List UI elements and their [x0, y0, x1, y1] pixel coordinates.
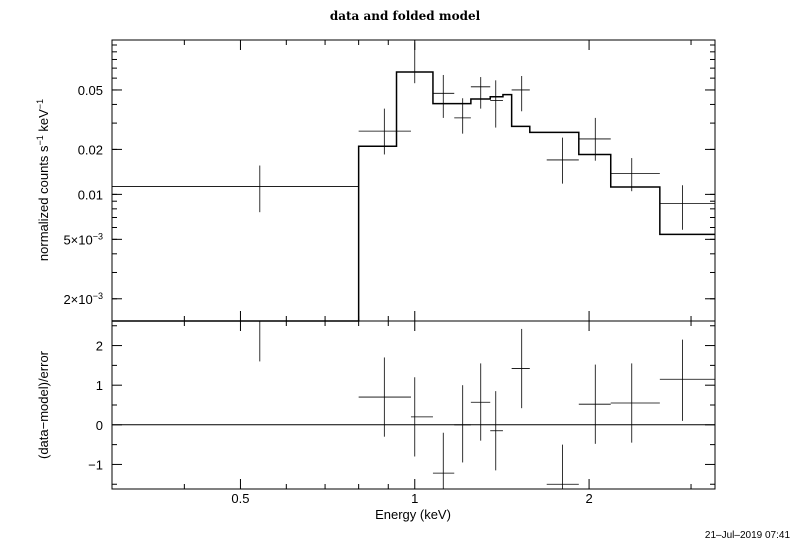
bottom-y-axis-label: (data−model)/error — [36, 350, 51, 459]
data-point — [546, 137, 579, 184]
top-panel: 0.050.020.015×10−32×10−3 normalized coun… — [35, 39, 716, 322]
tick-text: 0.02 — [78, 142, 103, 157]
bottom-panel: 2 1 0 −1 0.5 1 2 (data−model)/error — [36, 320, 716, 506]
data-point — [432, 74, 455, 118]
x-tick-label: 0.5 — [231, 491, 249, 506]
folded-model-line — [112, 71, 715, 322]
top-y-tick-label: 0.01 — [78, 187, 103, 202]
data-point — [358, 108, 411, 155]
tick-exponent: −3 — [93, 231, 103, 241]
ylabel-exp-1: −1 — [35, 135, 45, 145]
chart-title: data and folded model — [330, 9, 481, 23]
top-data-points — [112, 42, 715, 230]
top-y-tick-label: 0.02 — [78, 142, 103, 157]
residual-point — [454, 385, 471, 463]
data-point — [610, 158, 660, 192]
tick-text: 0.01 — [78, 187, 103, 202]
residual-point — [470, 363, 491, 441]
bottom-x-axis: 0.5 1 2 — [183, 321, 692, 506]
residual-point — [511, 328, 530, 409]
bottom-y-tick-label: −1 — [88, 457, 103, 472]
x-tick-label: 1 — [411, 491, 418, 506]
top-y-axis-label: normalized counts s−1 keV−1 — [35, 99, 51, 261]
top-y-axis: 0.050.020.015×10−32×10−3 — [63, 44, 715, 307]
residual-point — [432, 432, 455, 489]
bottom-y-tick-label: 0 — [96, 418, 103, 433]
data-point — [490, 80, 503, 128]
bottom-y-tick-label: 2 — [96, 339, 103, 354]
timestamp: 21–Jul–2019 07:41 — [705, 530, 791, 541]
bottom-y-axis: 2 1 0 −1 — [88, 325, 715, 485]
data-point — [454, 98, 471, 134]
data-point — [112, 165, 359, 213]
data-point — [511, 76, 530, 112]
ylabel-part-1: normalized counts s — [36, 145, 51, 261]
bottom-y-tick-label: 1 — [96, 378, 103, 393]
data-point — [410, 42, 433, 84]
tick-exponent: −3 — [93, 291, 103, 301]
residual-point — [659, 339, 715, 421]
data-point — [659, 185, 715, 230]
residual-point — [546, 444, 579, 489]
top-y-tick-label: 2×10−3 — [63, 291, 103, 307]
x-axis-label: Energy (keV) — [375, 507, 451, 522]
tick-text: 0.05 — [78, 83, 103, 98]
residual-point — [610, 363, 660, 443]
ylabel-part-2: keV — [36, 109, 51, 135]
residual-point — [490, 391, 503, 471]
residual-point — [578, 364, 611, 444]
top-y-tick-label: 0.05 — [78, 83, 103, 98]
residual-data-points — [112, 320, 715, 489]
top-x-ticks — [183, 40, 692, 321]
x-tick-label: 2 — [585, 491, 592, 506]
residual-point — [358, 357, 411, 437]
data-point — [470, 77, 491, 109]
bottom-panel-frame — [111, 320, 716, 490]
ylabel-exp-2: −1 — [35, 99, 45, 109]
residual-point — [112, 320, 359, 362]
data-point — [578, 117, 611, 161]
tick-text: 5×10 — [63, 232, 92, 247]
residual-point — [410, 377, 433, 457]
tick-text: 2×10 — [63, 292, 92, 307]
top-panel-frame — [111, 39, 716, 322]
top-y-tick-label: 5×10−3 — [63, 231, 103, 247]
